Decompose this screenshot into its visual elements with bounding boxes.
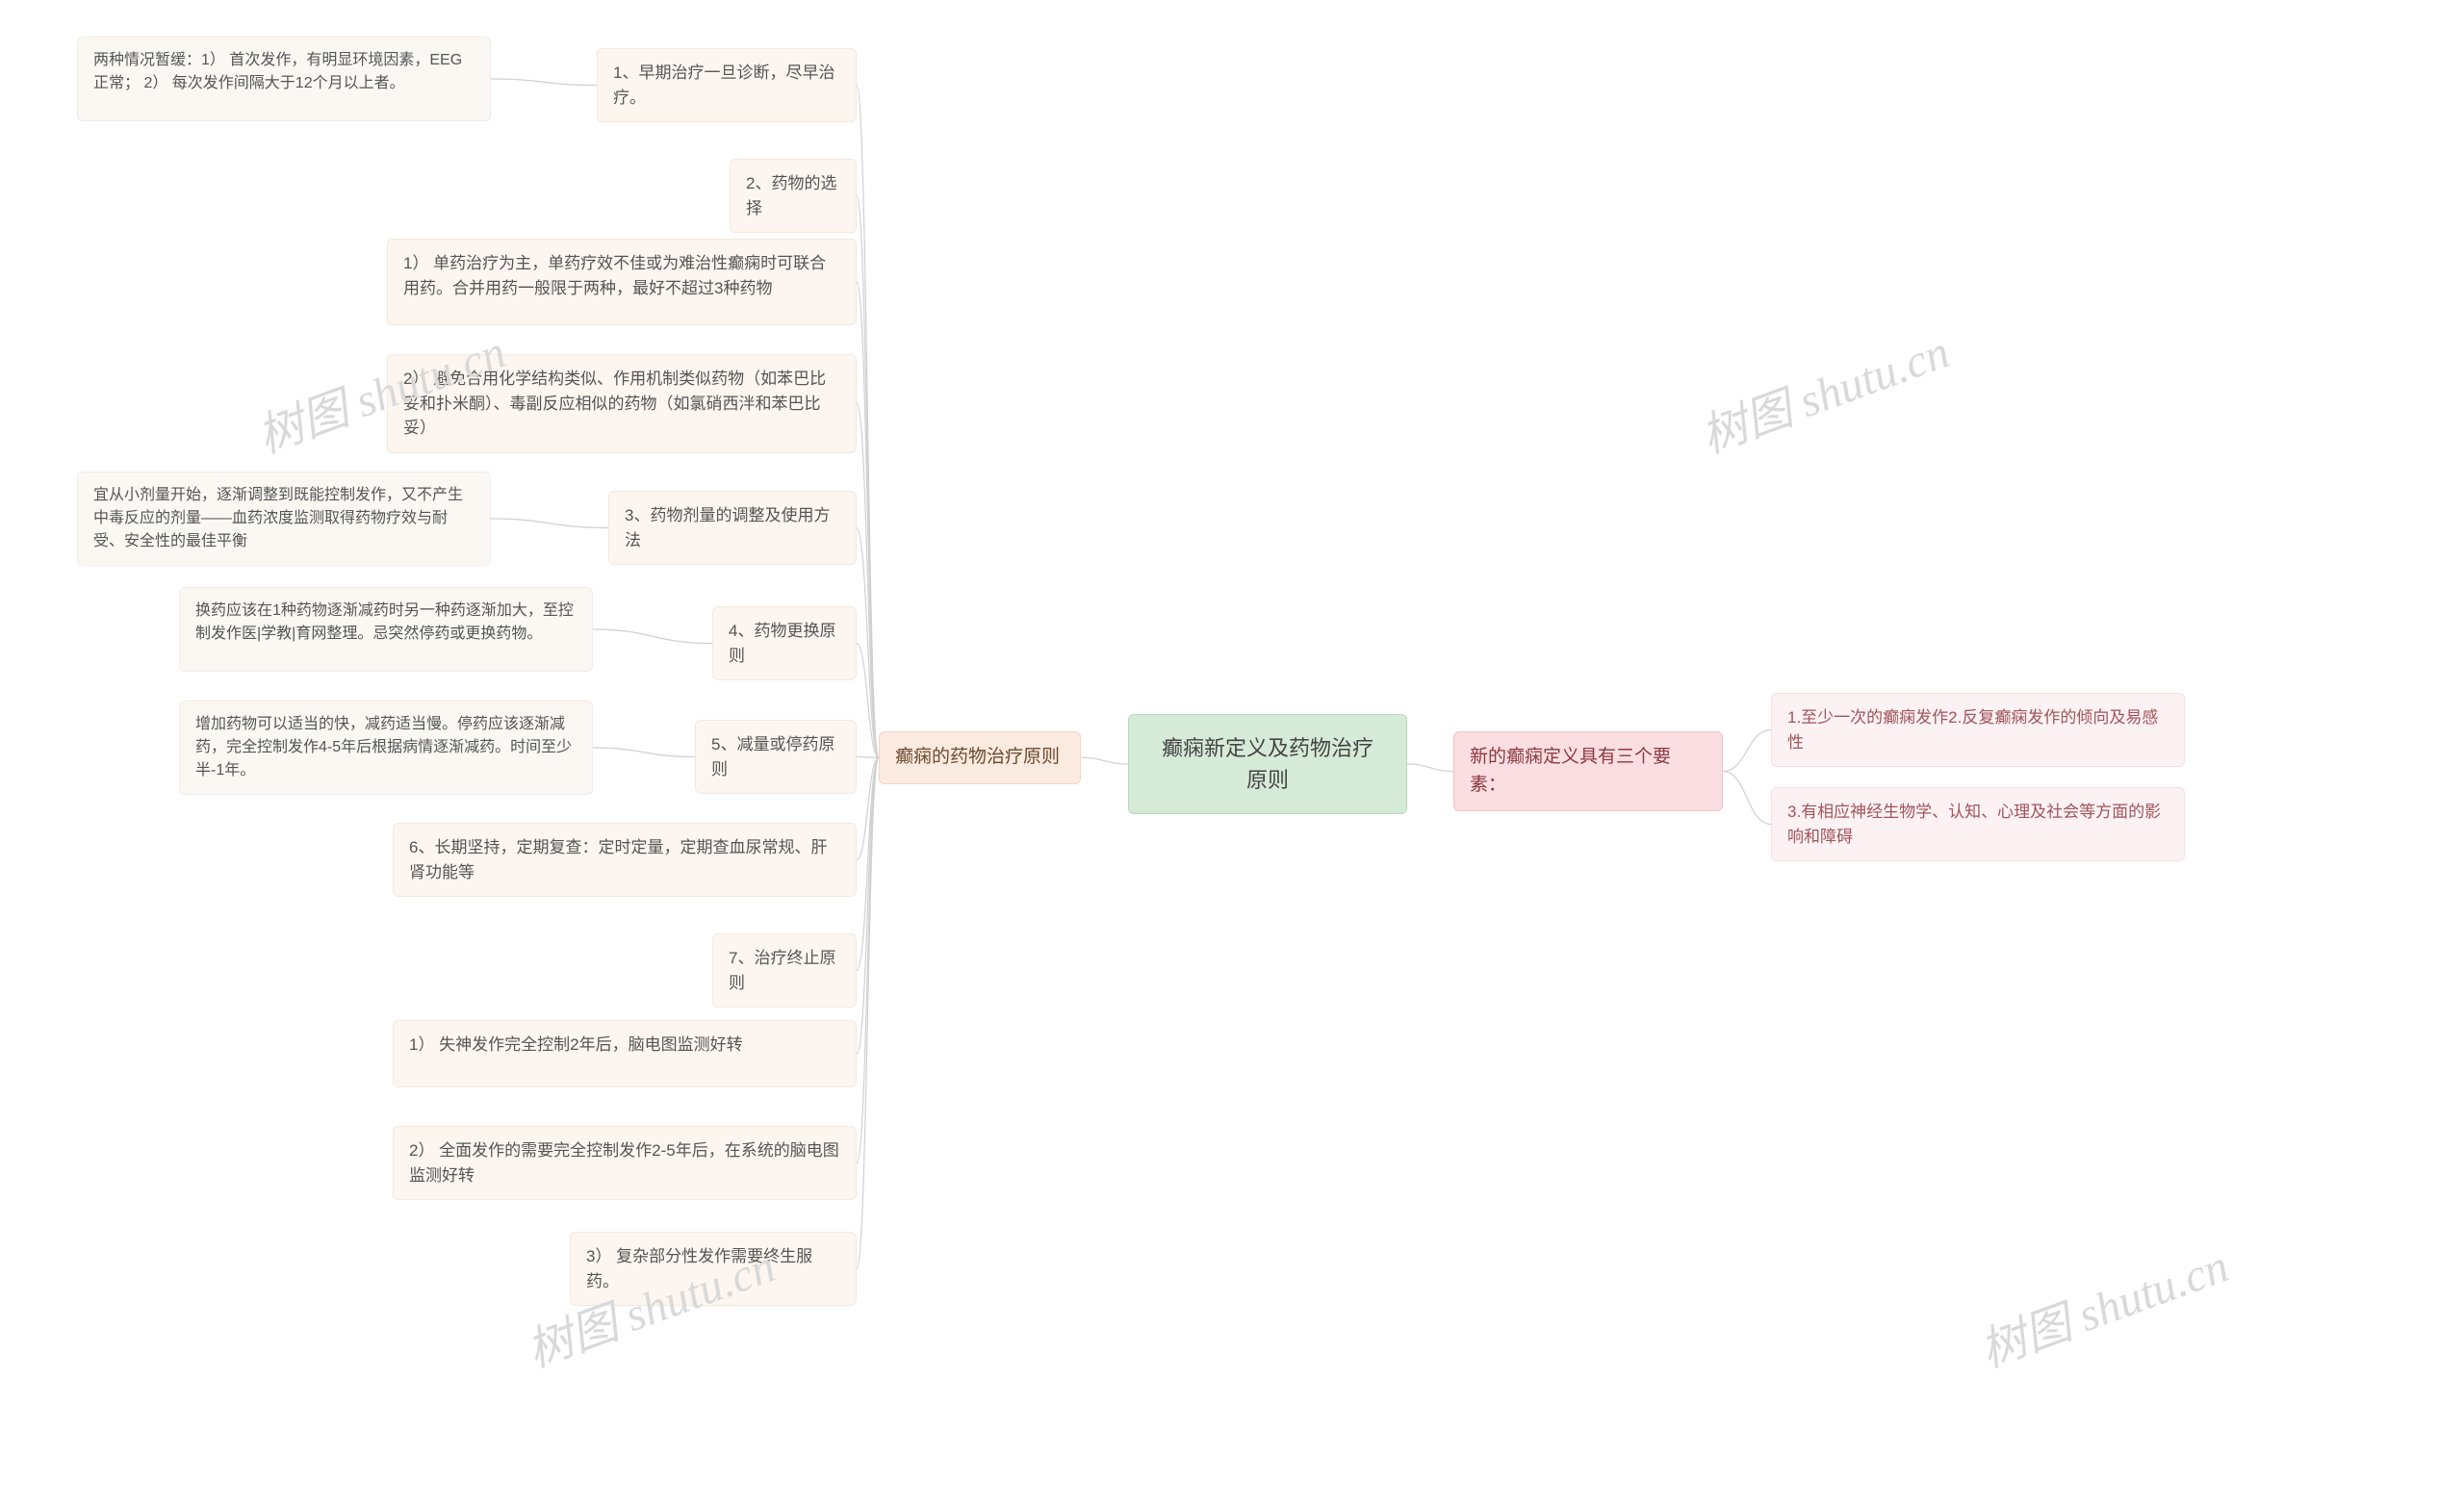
connector (1081, 757, 1128, 764)
connector (593, 748, 695, 757)
mindmap-node-l2_4[interactable]: 4、药物更换原则 (712, 606, 857, 680)
mindmap-node-l2_7a[interactable]: 1） 失神发作完全控制2年后，脑电图监测好转 (393, 1020, 857, 1087)
connector (857, 282, 879, 757)
connector (1723, 730, 1771, 772)
mindmap-node-l3_3[interactable]: 宜从小剂量开始，逐渐调整到既能控制发作，又不产生中毒反应的剂量——血药浓度监测取… (77, 472, 491, 566)
mindmap-node-l2_3[interactable]: 3、药物剂量的调整及使用方法 (608, 491, 857, 565)
connector (1723, 772, 1771, 825)
connector (1407, 764, 1453, 772)
watermark-text: 树图 shutu.cn (1969, 1228, 2236, 1380)
connector (857, 757, 879, 1162)
mindmap-node-l2_6[interactable]: 6、长期坚持，定期复查：定时定量，定期查血尿常规、肝肾功能等 (393, 823, 857, 897)
mindmap-node-right1[interactable]: 新的癫痫定义具有三个要素： (1453, 731, 1723, 811)
mindmap-node-l3_1[interactable]: 两种情况暂缓：1） 首次发作，有明显环境因素，EEG正常； 2） 每次发作间隔大… (77, 37, 491, 121)
mindmap-node-l2_sub2[interactable]: 2） 避免合用化学结构类似、作用机制类似药物（如苯巴比妥和扑米酮）、毒副反应相似… (387, 354, 857, 453)
connector (857, 757, 879, 1054)
connector (857, 196, 879, 758)
mindmap-node-left1[interactable]: 癫痫的药物治疗原则 (879, 731, 1081, 784)
watermark-text: 树图 shutu.cn (1690, 314, 1957, 466)
connector (857, 757, 879, 970)
connector (593, 629, 712, 644)
connector (857, 403, 879, 757)
mindmap-node-l2_5[interactable]: 5、减量或停药原则 (695, 720, 857, 794)
mindmap-node-l2_7b[interactable]: 2） 全面发作的需要完全控制发作2-5年后，在系统的脑电图监测好转 (393, 1126, 857, 1200)
mindmap-node-l3_4[interactable]: 换药应该在1种药物逐渐减药时另一种药逐渐加大，至控制发作医|学教|育网整理。忌突… (179, 587, 593, 672)
mindmap-node-l3_5[interactable]: 增加药物可以适当的快，减药适当慢。停药应该逐渐减药，完全控制发作4-5年后根据病… (179, 701, 593, 795)
mindmap-node-l2_1[interactable]: 1、早期治疗一旦诊断，尽早治疗。 (597, 48, 857, 122)
connector (491, 519, 608, 528)
connector (857, 757, 879, 758)
mindmap-node-l2_7[interactable]: 7、治疗终止原则 (712, 933, 857, 1008)
connector (857, 757, 879, 1268)
connector (857, 86, 879, 758)
mindmap-node-l2_sub1[interactable]: 1） 单药治疗为主，单药疗效不佳或为难治性癫痫时可联合用药。合并用药一般限于两种… (387, 239, 857, 325)
connector (857, 528, 879, 758)
mindmap-node-r2_2[interactable]: 3.有相应神经生物学、认知、心理及社会等方面的影响和障碍 (1771, 787, 2185, 861)
mindmap-node-l2_2[interactable]: 2、药物的选择 (730, 159, 857, 233)
connector (857, 757, 879, 859)
mindmap-node-l2_7c[interactable]: 3） 复杂部分性发作需要终生服药。 (570, 1232, 857, 1306)
connector (491, 79, 597, 86)
connector (857, 644, 879, 758)
mindmap-node-r2_1[interactable]: 1.至少一次的癫痫发作2.反复癫痫发作的倾向及易感性 (1771, 693, 2185, 767)
mindmap-node-center[interactable]: 癫痫新定义及药物治疗原则 (1128, 714, 1407, 814)
